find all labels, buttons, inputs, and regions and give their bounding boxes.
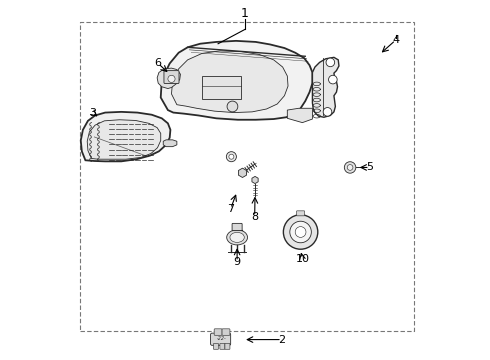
Ellipse shape bbox=[227, 230, 247, 245]
FancyBboxPatch shape bbox=[214, 343, 219, 349]
FancyBboxPatch shape bbox=[296, 211, 304, 216]
Text: 7: 7 bbox=[227, 204, 234, 214]
Polygon shape bbox=[252, 176, 258, 184]
Polygon shape bbox=[287, 108, 313, 123]
Circle shape bbox=[326, 58, 335, 67]
FancyBboxPatch shape bbox=[222, 329, 230, 335]
Polygon shape bbox=[81, 112, 171, 161]
Text: 4: 4 bbox=[392, 35, 399, 45]
FancyBboxPatch shape bbox=[164, 71, 179, 84]
FancyBboxPatch shape bbox=[220, 343, 225, 349]
Polygon shape bbox=[157, 68, 180, 89]
Text: 9: 9 bbox=[234, 257, 241, 267]
Text: 2: 2 bbox=[278, 334, 286, 345]
Circle shape bbox=[168, 75, 175, 82]
Text: -22-: -22- bbox=[217, 336, 226, 341]
Circle shape bbox=[227, 101, 238, 112]
Text: 3: 3 bbox=[89, 108, 96, 118]
Polygon shape bbox=[172, 51, 288, 113]
Circle shape bbox=[226, 152, 236, 162]
Circle shape bbox=[229, 154, 234, 159]
Circle shape bbox=[283, 215, 318, 249]
Text: 6: 6 bbox=[155, 58, 162, 68]
Polygon shape bbox=[87, 120, 161, 159]
Text: 1: 1 bbox=[241, 7, 249, 20]
FancyBboxPatch shape bbox=[225, 343, 230, 349]
Text: 5: 5 bbox=[367, 162, 373, 172]
Circle shape bbox=[344, 162, 356, 173]
Circle shape bbox=[347, 165, 353, 170]
FancyBboxPatch shape bbox=[211, 333, 231, 345]
FancyBboxPatch shape bbox=[214, 329, 222, 335]
Text: 10: 10 bbox=[295, 254, 309, 264]
Bar bbox=[202, 76, 242, 99]
Polygon shape bbox=[163, 140, 177, 147]
Bar bbox=[80, 22, 414, 330]
Circle shape bbox=[290, 221, 311, 243]
Text: 8: 8 bbox=[251, 212, 258, 221]
Circle shape bbox=[323, 108, 332, 116]
Polygon shape bbox=[239, 168, 246, 177]
Ellipse shape bbox=[230, 232, 245, 242]
Circle shape bbox=[295, 226, 306, 237]
Polygon shape bbox=[313, 57, 339, 117]
Circle shape bbox=[329, 75, 337, 84]
FancyBboxPatch shape bbox=[232, 224, 242, 230]
Polygon shape bbox=[161, 41, 313, 120]
